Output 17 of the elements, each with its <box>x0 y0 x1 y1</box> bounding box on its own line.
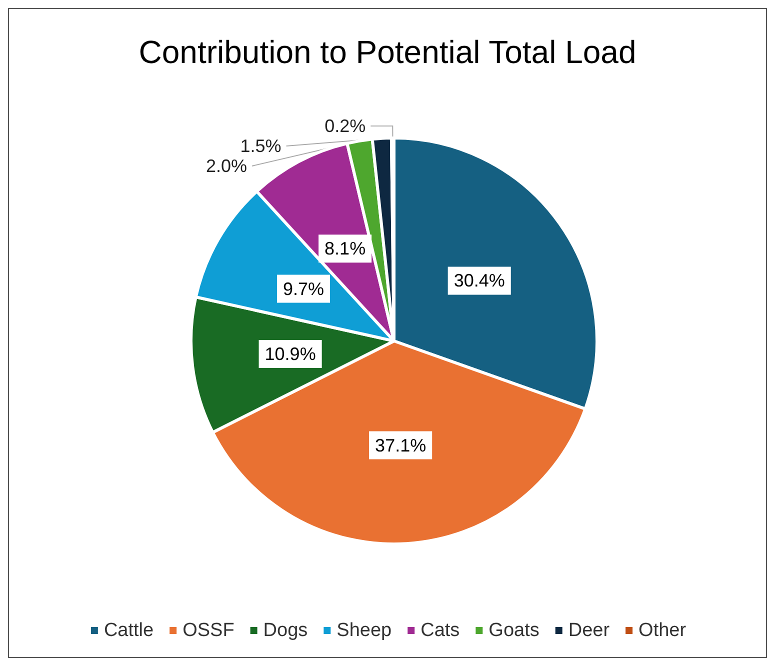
legend-label: Deer <box>568 620 610 641</box>
data-label: 10.9% <box>264 344 316 364</box>
legend-label: Other <box>638 620 687 641</box>
data-label: 2.0% <box>206 156 247 176</box>
chart-title: Contribution to Potential Total Load <box>138 34 636 70</box>
data-label: 0.2% <box>324 116 366 136</box>
legend-label: Cattle <box>104 620 154 641</box>
data-label: 30.4% <box>454 270 505 291</box>
legend-label: Sheep <box>336 620 392 641</box>
data-label: 1.5% <box>240 136 282 156</box>
legend-label: Dogs <box>263 620 308 641</box>
legend-label: Goats <box>488 620 540 641</box>
data-label: 37.1% <box>375 435 426 456</box>
data-label: 8.1% <box>324 238 366 259</box>
data-label: 9.7% <box>282 278 324 299</box>
legend-label: Cats <box>420 620 460 641</box>
legend-label: OSSF <box>182 620 234 641</box>
